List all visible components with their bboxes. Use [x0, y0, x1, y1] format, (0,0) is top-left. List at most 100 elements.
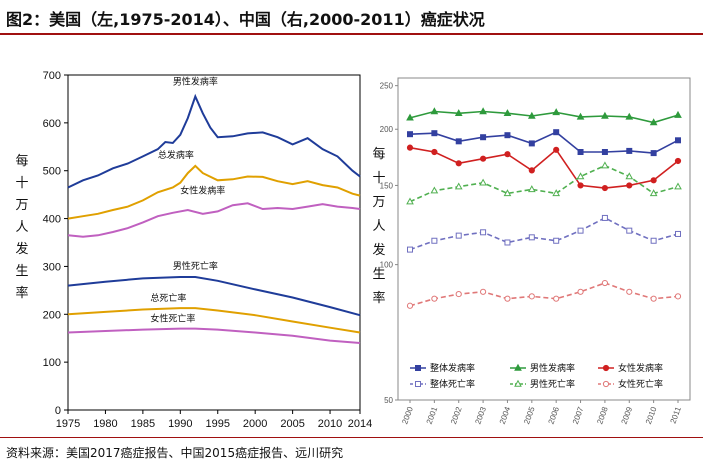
data-point — [407, 246, 413, 253]
y-tick-label: 100 — [380, 261, 394, 270]
series-line-0 — [67, 93, 361, 189]
data-point — [675, 137, 681, 144]
data-point — [415, 381, 421, 387]
data-point — [528, 167, 535, 174]
y-axis-label-char: 每 — [372, 146, 385, 162]
data-point — [455, 160, 462, 167]
data-point — [455, 232, 462, 239]
plot-frame — [397, 77, 691, 401]
data-point — [514, 363, 522, 371]
x-tick-label: 2005 — [280, 418, 304, 430]
data-point — [576, 112, 585, 120]
data-point — [528, 140, 535, 147]
x-tick-label: 2009 — [620, 405, 635, 425]
data-point — [415, 365, 421, 371]
y-axis-label-char: 生 — [372, 267, 385, 282]
legend-label: 男性发病率 — [530, 362, 575, 374]
data-point — [650, 177, 657, 184]
data-point — [552, 189, 561, 197]
data-point — [626, 182, 633, 189]
data-point — [649, 189, 658, 197]
y-axis-label-char: 生 — [15, 264, 28, 279]
y-tick-label: 300 — [43, 261, 61, 273]
data-point — [552, 108, 561, 116]
data-point — [553, 129, 560, 136]
data-point — [650, 150, 657, 157]
data-point — [577, 149, 584, 156]
y-axis-label-char: 万 — [15, 198, 28, 213]
series-line-4 — [67, 307, 361, 334]
series-label-1: 总发病率 — [158, 149, 194, 161]
data-point — [479, 107, 487, 115]
data-point — [626, 288, 633, 295]
series-label-3: 男性死亡率 — [173, 260, 218, 272]
data-point — [527, 111, 536, 119]
data-point — [454, 109, 463, 117]
series-line-3 — [67, 276, 361, 317]
data-point — [528, 234, 535, 241]
y-tick-label: 200 — [380, 125, 394, 134]
y-axis-label-char: 每 — [15, 153, 28, 169]
y-tick-label: 200 — [43, 309, 61, 321]
data-point — [514, 379, 522, 387]
data-point — [625, 112, 634, 120]
series-line-1 — [67, 164, 361, 220]
x-tick-label: 2008 — [595, 405, 610, 425]
data-point — [480, 229, 487, 236]
data-point — [431, 237, 438, 244]
y-tick-label: 400 — [43, 214, 61, 226]
data-point — [577, 288, 584, 295]
x-tick-label: 2004 — [498, 405, 513, 425]
data-point — [553, 237, 560, 244]
y-axis-label-char: 率 — [15, 285, 28, 301]
data-point — [674, 293, 682, 300]
data-point — [430, 186, 439, 194]
y-tick-label: 600 — [43, 118, 61, 130]
series-line-2 — [409, 146, 679, 189]
y-axis-label-char: 率 — [372, 290, 385, 306]
y-axis-label-char: 十 — [15, 176, 28, 191]
data-point — [528, 293, 535, 300]
x-tick-label: 2000 — [400, 405, 415, 425]
data-point — [430, 107, 439, 115]
data-point — [504, 295, 511, 302]
series-label-5: 女性死亡率 — [150, 312, 195, 324]
y-tick-label: 0 — [55, 405, 61, 417]
data-point — [479, 178, 487, 186]
series-line-3 — [409, 216, 679, 251]
data-point — [602, 364, 610, 372]
plot-frame — [67, 74, 361, 411]
series-line-5 — [409, 282, 679, 307]
data-point — [577, 227, 584, 234]
x-tick-label: 2010 — [318, 418, 342, 430]
data-point — [601, 111, 609, 119]
data-point — [649, 118, 658, 126]
legend-label: 女性发病率 — [618, 362, 663, 374]
x-tick-label: 2006 — [547, 405, 562, 425]
data-point — [577, 182, 584, 189]
series-line-0 — [409, 131, 679, 154]
y-axis-label-char: 人 — [15, 220, 28, 235]
x-tick-label: 2010 — [644, 405, 659, 425]
data-point — [553, 295, 560, 302]
data-point — [431, 130, 438, 137]
x-tick-label: 1995 — [206, 418, 230, 430]
series-line-1 — [409, 110, 679, 124]
y-tick-label: 500 — [43, 166, 61, 178]
legend-label: 女性死亡率 — [618, 378, 663, 390]
data-point — [601, 214, 608, 221]
x-tick-label: 2000 — [243, 418, 267, 430]
source-note: 资料来源：美国2017癌症报告、中国2015癌症报告、远川研究 — [6, 446, 344, 460]
data-point — [504, 132, 511, 139]
data-point — [407, 131, 413, 138]
y-axis-label-char: 十 — [372, 171, 385, 186]
data-point — [601, 279, 609, 287]
series-label-2: 女性发病率 — [180, 184, 225, 196]
x-tick-label: 2014 — [348, 418, 372, 430]
data-point — [602, 380, 610, 388]
figure-title: 图2：美国（左,1975-2014）、中国（右,2000-2011）癌症状况 — [6, 10, 485, 29]
x-tick-label: 2011 — [669, 405, 684, 425]
data-point — [455, 290, 462, 298]
